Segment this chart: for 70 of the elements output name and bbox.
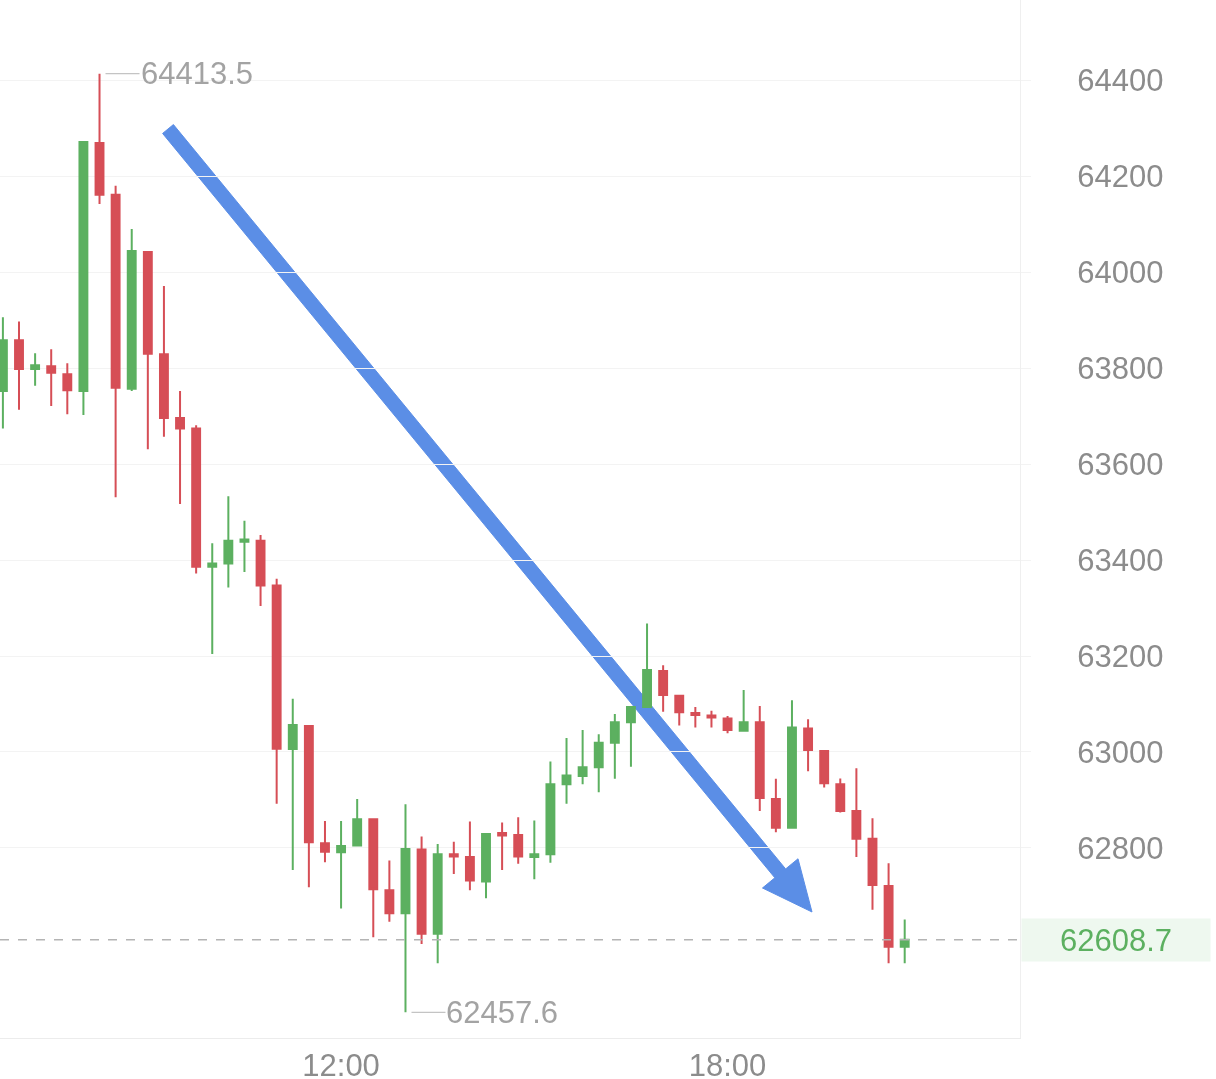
candlestick — [271, 577, 282, 805]
candlestick — [642, 622, 652, 708]
candlestick — [46, 348, 57, 407]
ref-line-label: 62608.7 — [1059, 922, 1173, 958]
candlestick — [738, 689, 749, 732]
candlestick — [867, 817, 878, 911]
candlestick — [577, 728, 588, 786]
y-tick-label: 63200 — [1077, 638, 1164, 674]
candlestick — [625, 705, 636, 768]
candlestick — [175, 390, 185, 505]
candlestick — [223, 495, 234, 589]
candlestick — [448, 840, 459, 875]
candlestick — [255, 534, 266, 608]
candlestick — [464, 820, 475, 892]
annotation: 62457.6 — [446, 995, 559, 1030]
candlestick — [384, 859, 395, 923]
candlestick — [561, 737, 572, 805]
candlestick — [770, 777, 781, 834]
candlestick — [899, 918, 910, 965]
candlestick — [400, 803, 411, 1014]
x-tick-label: 18:00 — [688, 1048, 767, 1079]
candlestick — [14, 320, 24, 411]
candlestick — [191, 424, 202, 575]
x-tick-label: 12:00 — [302, 1048, 380, 1079]
candlestick — [352, 798, 363, 847]
candlestick — [30, 352, 41, 387]
candlestick — [803, 718, 814, 773]
candlestick — [110, 184, 121, 499]
candlestick — [94, 72, 105, 205]
candlestick — [320, 820, 330, 864]
candlestick — [609, 713, 620, 780]
candlestick — [481, 832, 491, 900]
candlestick — [239, 519, 250, 574]
y-tick-label: 64200 — [1077, 158, 1164, 194]
candlestick — [706, 709, 717, 729]
candlestick — [207, 542, 218, 656]
candlestick — [754, 704, 765, 813]
candlestick — [883, 862, 894, 965]
candlestick — [722, 714, 733, 735]
candlestick — [416, 835, 427, 945]
annotation: 64413.5 — [141, 56, 254, 91]
y-tick-label: 62800 — [1077, 830, 1164, 866]
y-tick-label: 63600 — [1077, 446, 1164, 482]
candlestick — [658, 664, 669, 713]
candlestick — [62, 362, 73, 416]
candlestick — [787, 699, 797, 829]
candlestick — [690, 705, 701, 729]
candlestick — [126, 227, 137, 393]
candlestick — [851, 767, 862, 859]
candlestick — [368, 817, 379, 939]
candlestick — [545, 760, 556, 864]
y-tick-label: 64400 — [1077, 62, 1164, 98]
candlestick — [78, 141, 89, 417]
candlestick — [593, 733, 604, 794]
y-tick-label: 63400 — [1077, 542, 1164, 578]
candlestick — [432, 843, 443, 965]
candlestick — [674, 694, 685, 727]
candlestick — [819, 750, 830, 789]
candlestick — [513, 816, 524, 865]
candlestick — [336, 820, 347, 910]
candlestick — [497, 821, 508, 872]
candlestick — [303, 725, 314, 889]
y-tick-label: 64000 — [1077, 254, 1164, 290]
y-tick-label: 63800 — [1077, 350, 1164, 386]
y-tick-label: 63000 — [1077, 734, 1164, 770]
candlestick — [158, 285, 169, 438]
candlestick — [287, 697, 298, 872]
candlestick — [835, 777, 846, 814]
candlestick — [142, 250, 153, 451]
candlestick — [529, 819, 540, 881]
